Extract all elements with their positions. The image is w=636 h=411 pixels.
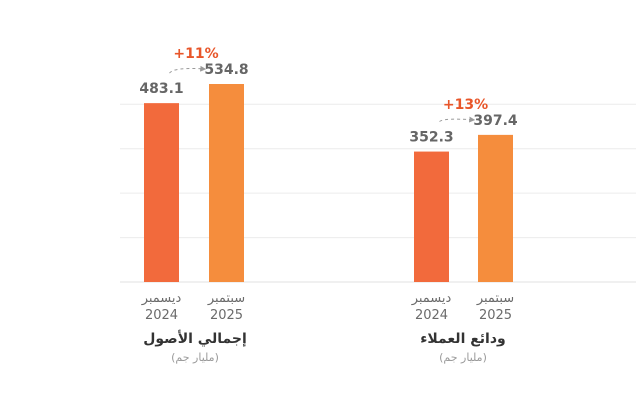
gridlines <box>120 103 636 283</box>
bar-2-2 <box>478 134 513 282</box>
group-title: ودائع العملاء <box>420 331 506 347</box>
value-label: 397.4 <box>473 113 518 129</box>
value-label: 483.1 <box>139 81 183 97</box>
category-label-month: سبتمبر <box>207 291 245 306</box>
growth-arrow <box>169 65 207 74</box>
category-label-year: 2025 <box>210 308 243 323</box>
value-label: 352.3 <box>409 130 453 146</box>
category-label-month: ديسمبر <box>411 291 452 306</box>
bar-1-2 <box>209 84 244 282</box>
growth-label: +13% <box>443 97 488 113</box>
category-label-year: 2024 <box>415 308 448 323</box>
category-label-year: 2025 <box>479 308 512 323</box>
category-label-month: ديسمبر <box>141 291 182 306</box>
group-unit: (مليار جم) <box>439 351 487 364</box>
growth-arrow <box>439 116 476 123</box>
bars <box>144 84 513 282</box>
labels: 483.1 ديسمبر 2024 534.8 سبتمبر 2025 +11% إجمالي… <box>139 46 518 364</box>
group-unit: (مليار جم) <box>171 351 219 364</box>
category-label-month: سبتمبر <box>476 291 514 306</box>
value-label: 534.8 <box>204 62 248 78</box>
bar-1-1 <box>144 103 179 282</box>
group-title: إجمالي الأصول <box>143 330 247 347</box>
category-label-year: 2024 <box>145 308 178 323</box>
growth-label: +11% <box>173 46 218 62</box>
bar-2-1 <box>414 151 449 282</box>
